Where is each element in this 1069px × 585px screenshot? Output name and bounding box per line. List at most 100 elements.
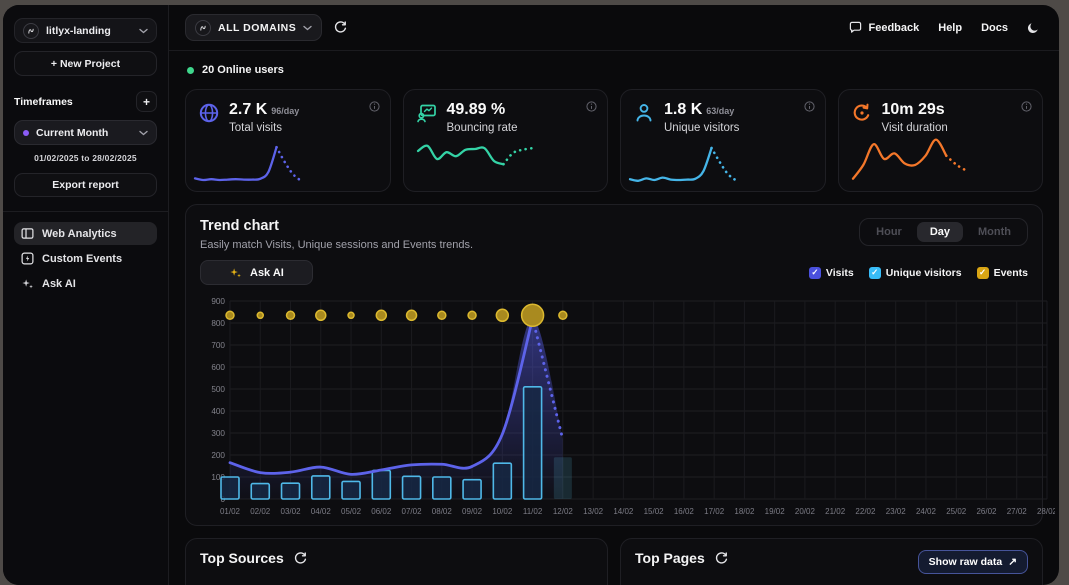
svg-text:18/02: 18/02: [734, 507, 755, 516]
sidebar-item-label: Ask AI: [42, 277, 76, 290]
svg-text:900: 900: [211, 297, 225, 306]
sidebar-item-label: Custom Events: [42, 252, 123, 265]
online-users-label: 20 Online users: [202, 64, 284, 76]
sidebar-item-ask-ai[interactable]: Ask AI: [14, 272, 157, 295]
stat-label: Total visits: [229, 122, 283, 134]
stat-per-day: 63/day: [706, 106, 735, 116]
legend-visits[interactable]: ✓ Visits: [808, 266, 854, 279]
legend-unique-visitors[interactable]: ✓ Unique visitors: [868, 266, 962, 279]
svg-text:22/02: 22/02: [855, 507, 876, 516]
svg-text:21/02: 21/02: [825, 507, 846, 516]
svg-text:25/02: 25/02: [946, 507, 967, 516]
checkbox-visits[interactable]: ✓: [808, 266, 821, 279]
svg-text:05/02: 05/02: [341, 507, 362, 516]
svg-text:100: 100: [211, 473, 225, 482]
sidebar-item-label: Web Analytics: [42, 227, 117, 240]
docs-link[interactable]: Docs: [981, 21, 1008, 34]
svg-text:03/02: 03/02: [281, 507, 302, 516]
sidebar: litlyx-landing + New Project Timeframes …: [3, 5, 169, 585]
granularity-hour[interactable]: Hour: [876, 226, 902, 238]
new-project-button[interactable]: + New Project: [14, 51, 157, 76]
stats-grid: 2.7 K 96/day Total visits 49.89 % Bouncin…: [185, 89, 1043, 192]
svg-text:400: 400: [211, 407, 225, 416]
top-sources-title: Top Sources: [200, 550, 284, 566]
info-icon[interactable]: [368, 99, 380, 117]
refresh-icon[interactable]: [334, 21, 347, 34]
stat-card-visit-duration: 10m 29s Visit duration: [837, 89, 1043, 192]
project-selector[interactable]: litlyx-landing: [14, 18, 157, 43]
litlyx-logo-icon: [195, 19, 211, 36]
granularity-day[interactable]: Day: [916, 222, 964, 242]
person-icon: [636, 104, 652, 122]
svg-text:06/02: 06/02: [371, 507, 392, 516]
svg-text:12/02: 12/02: [553, 507, 574, 516]
svg-text:23/02: 23/02: [886, 507, 907, 516]
checkbox-events[interactable]: ✓: [976, 266, 989, 279]
timeframe-selector[interactable]: Current Month: [14, 120, 157, 145]
svg-text:11/02: 11/02: [523, 507, 543, 516]
info-icon[interactable]: [586, 99, 597, 117]
refresh-icon[interactable]: [715, 551, 728, 565]
checkbox-unique-visitors[interactable]: ✓: [868, 266, 881, 279]
add-timeframe-button[interactable]: +: [136, 91, 157, 112]
top-bar: ALL DOMAINS Feedback Help Docs: [169, 5, 1059, 51]
svg-text:300: 300: [211, 429, 225, 438]
legend-label: Visits: [825, 266, 854, 279]
svg-text:17/02: 17/02: [704, 507, 725, 516]
sparkline-unique-visitors: [628, 146, 738, 182]
svg-text:200: 200: [211, 451, 225, 460]
ask-ai-label: Ask AI: [250, 266, 284, 279]
info-icon[interactable]: [803, 99, 815, 117]
svg-text:26/02: 26/02: [976, 507, 997, 516]
stat-label: Visit duration: [881, 122, 948, 134]
refresh-icon[interactable]: [294, 551, 307, 565]
svg-text:15/02: 15/02: [644, 507, 665, 516]
bottom-cards: Top Sources Top Pages Show raw d: [185, 538, 1043, 585]
stat-value: 49.89 %: [446, 101, 506, 118]
litlyx-logo-icon: [23, 22, 39, 39]
app-window: litlyx-landing + New Project Timeframes …: [3, 5, 1059, 585]
sparkline-bouncing-rate: [416, 144, 533, 166]
top-pages-card: Top Pages Show raw data ↗: [620, 538, 1043, 585]
trend-subtitle: Easily match Visits, Unique sessions and…: [200, 239, 474, 251]
dark-mode-moon-icon[interactable]: [1027, 22, 1039, 34]
domain-selector[interactable]: ALL DOMAINS: [185, 14, 323, 41]
svg-text:07/02: 07/02: [402, 507, 423, 516]
legend-label: Events: [993, 266, 1028, 279]
feedback-link[interactable]: Feedback: [849, 21, 919, 34]
sidebar-item-web-analytics[interactable]: Web Analytics: [14, 222, 157, 245]
export-report-button[interactable]: Export report: [14, 173, 157, 197]
granularity-toggle: Hour Day Month: [859, 218, 1028, 246]
svg-text:02/02: 02/02: [250, 507, 271, 516]
stat-per-day: 96/day: [271, 106, 300, 116]
sidebar-divider: [3, 211, 168, 212]
layout-icon: [21, 228, 34, 239]
ask-ai-button[interactable]: Ask AI: [200, 260, 313, 285]
legend-events[interactable]: ✓ Events: [976, 266, 1028, 279]
svg-text:04/02: 04/02: [311, 507, 332, 516]
stat-value: 10m 29s: [881, 101, 945, 118]
svg-text:800: 800: [211, 319, 225, 328]
stat-label: Unique visitors: [664, 122, 740, 134]
svg-text:24/02: 24/02: [916, 507, 937, 516]
granularity-month[interactable]: Month: [978, 226, 1011, 238]
lightning-icon: [21, 252, 34, 265]
sidebar-item-custom-events[interactable]: Custom Events: [14, 247, 157, 270]
stat-card-total-visits: 2.7 K 96/day Total visits: [185, 89, 391, 192]
stat-card-unique-visitors: 1.8 K 63/day Unique visitors: [620, 89, 826, 192]
svg-text:10/02: 10/02: [492, 507, 513, 516]
sparkles-icon: [22, 279, 33, 289]
presentation-icon: [416, 104, 436, 123]
trend-chart[interactable]: 010020030040050060070080090001/0202/0203…: [200, 289, 1055, 521]
top-pages-title: Top Pages: [635, 550, 705, 566]
chevron-down-icon: [139, 130, 148, 135]
help-link[interactable]: Help: [938, 21, 963, 34]
info-icon[interactable]: [1021, 99, 1032, 117]
chat-bubble-icon: [849, 21, 861, 33]
svg-text:14/02: 14/02: [613, 507, 634, 516]
svg-text:20/02: 20/02: [795, 507, 816, 516]
globe-icon: [199, 103, 219, 123]
sparkles-icon: [230, 268, 241, 278]
show-raw-data-button[interactable]: Show raw data ↗: [917, 550, 1028, 574]
legend-label: Unique visitors: [885, 266, 962, 279]
